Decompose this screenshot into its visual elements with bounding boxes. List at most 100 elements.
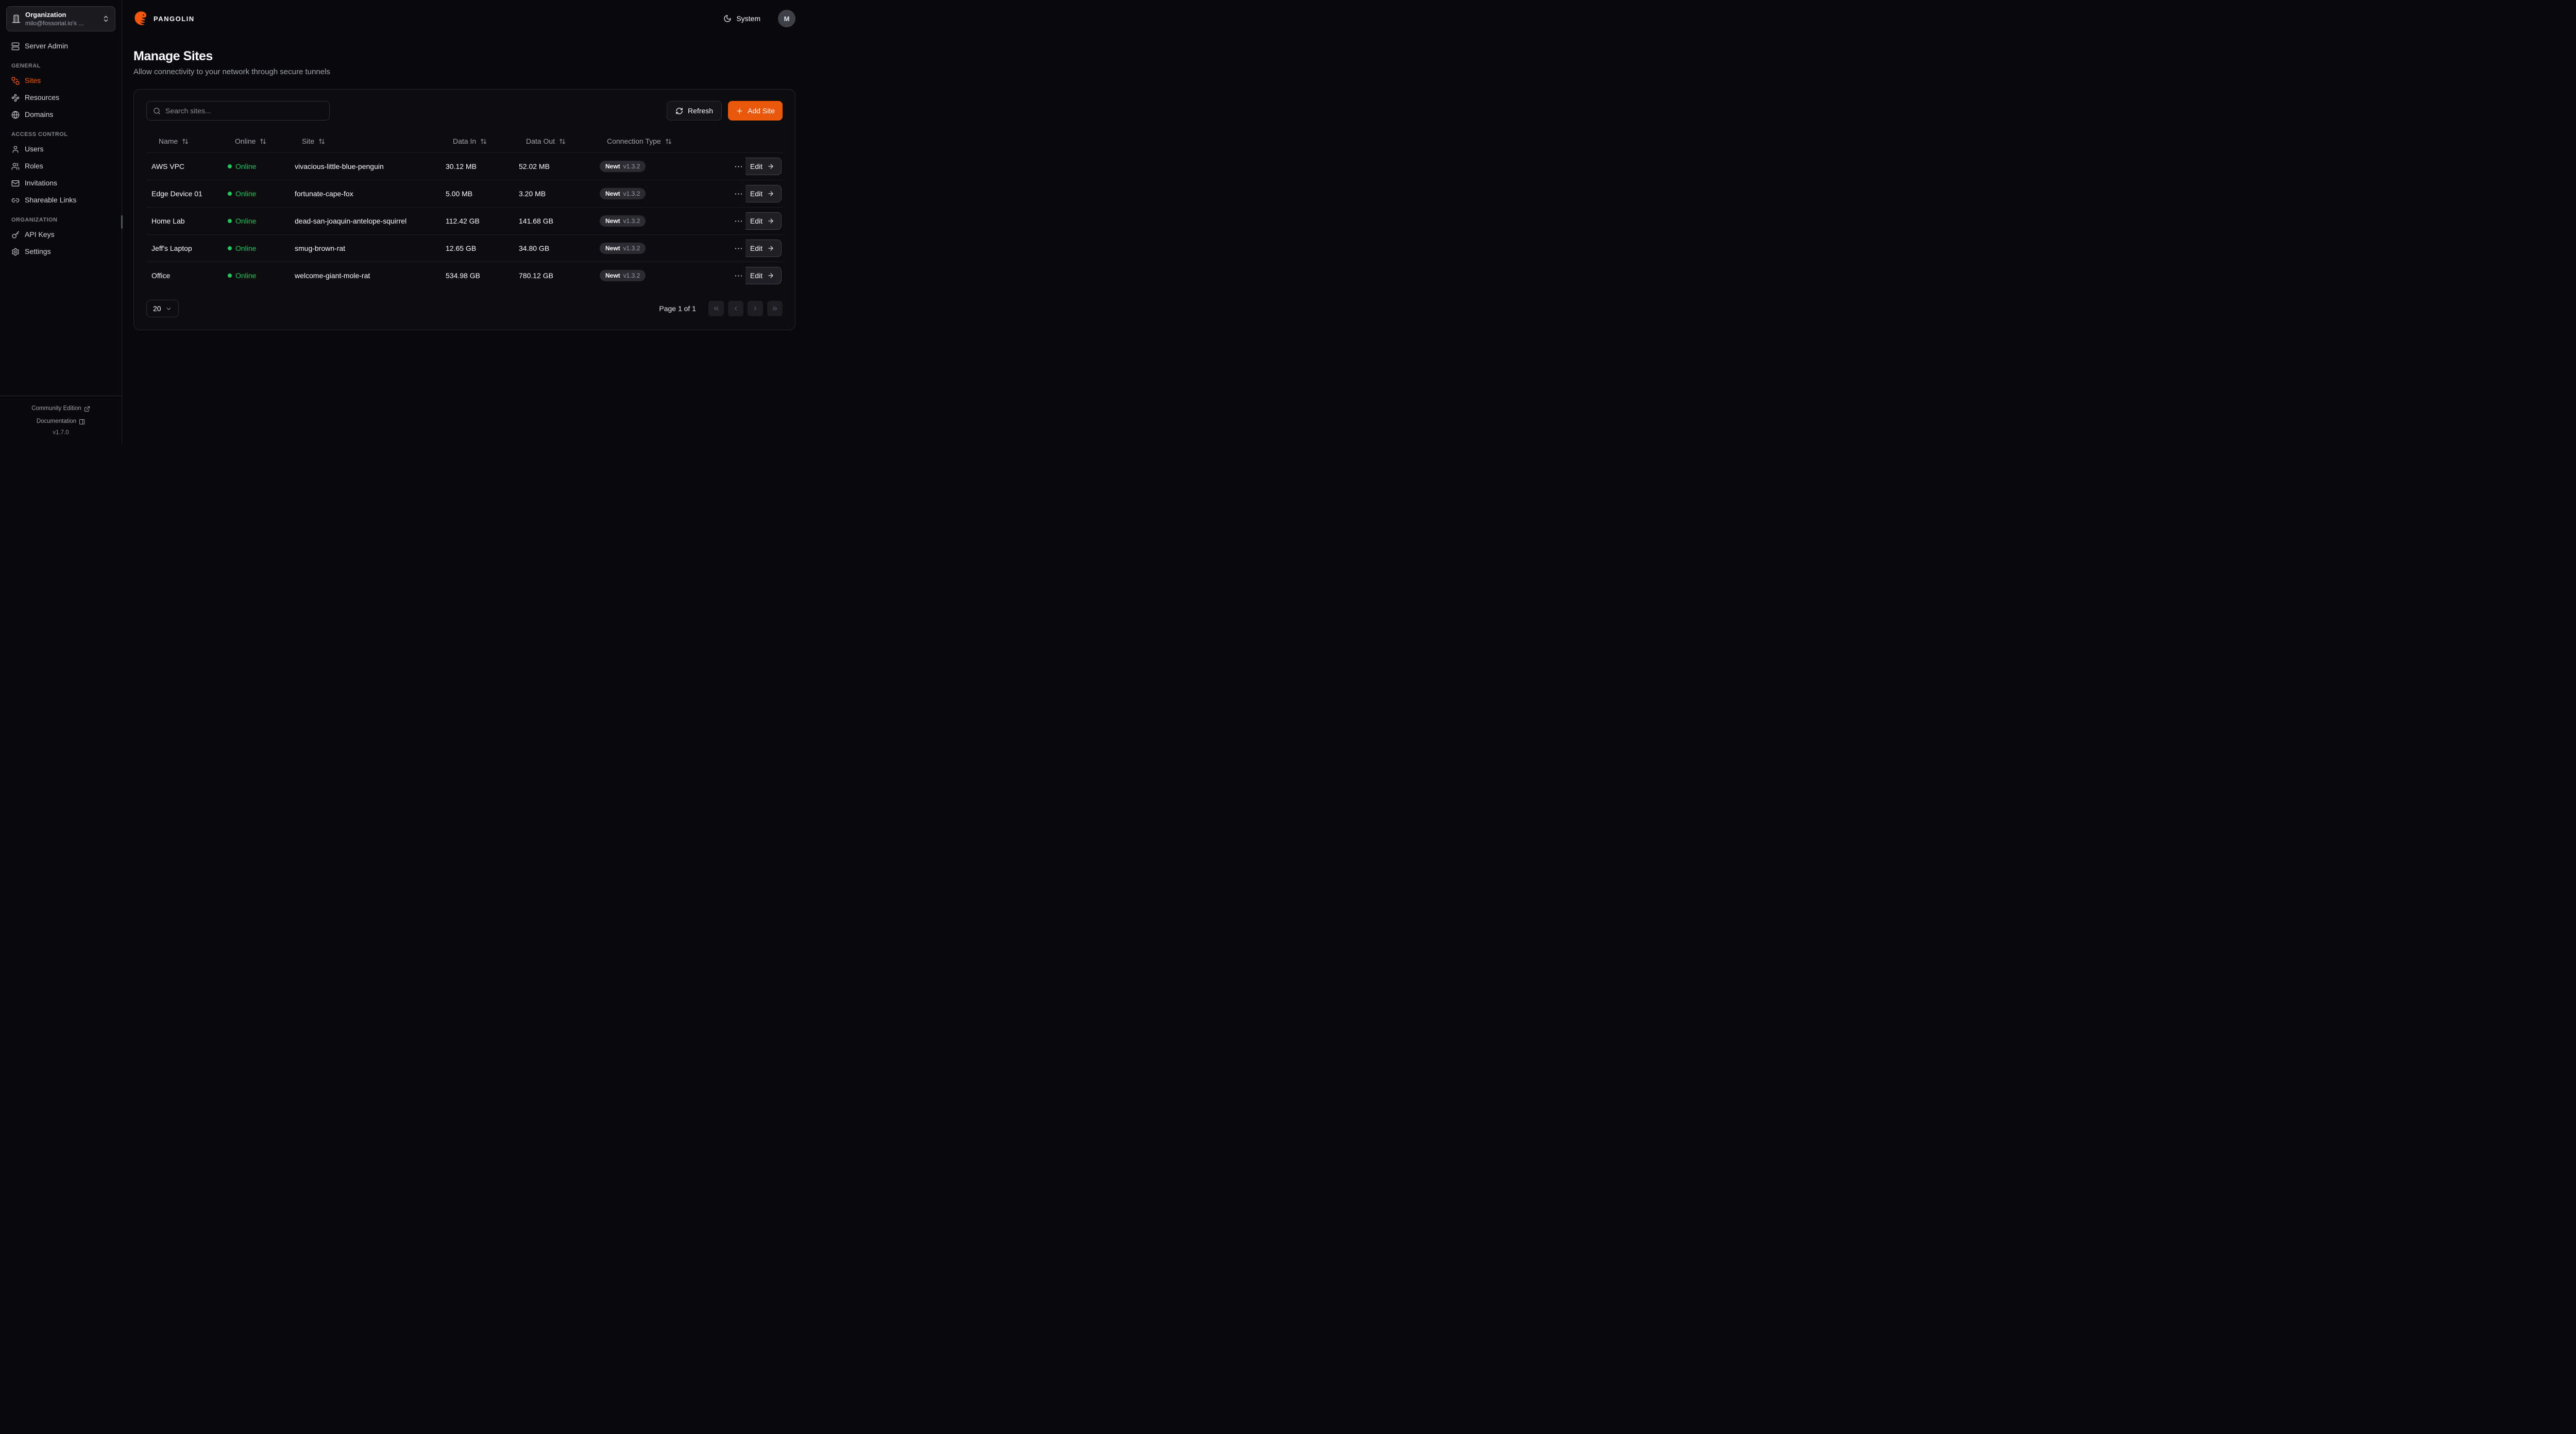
data-in-value: 12.65 GB <box>446 244 477 252</box>
theme-toggle-button[interactable]: System <box>719 11 765 26</box>
site-slug: fortunate-cape-fox <box>295 190 353 198</box>
site-name: AWS VPC <box>151 162 185 170</box>
edit-button[interactable]: Edit <box>745 212 782 230</box>
edit-button[interactable]: Edit <box>745 267 782 284</box>
table-row: Office Online welcome-giant-mole-rat 534… <box>146 262 783 289</box>
site-name: Home Lab <box>151 217 185 225</box>
column-header-data-out[interactable]: Data Out <box>514 137 595 145</box>
column-header-name[interactable]: Name <box>146 137 223 145</box>
arrow-right-icon <box>767 272 774 279</box>
sidebar-item-label: Server Admin <box>25 42 69 50</box>
add-site-button[interactable]: Add Site <box>728 101 783 121</box>
online-dot-icon <box>228 164 232 168</box>
connection-type-cell: Newt v1.3.2 <box>595 270 725 281</box>
search-input[interactable] <box>165 107 323 115</box>
avatar[interactable]: M <box>778 10 795 27</box>
connection-badge: Newt v1.3.2 <box>600 243 646 254</box>
first-page-button[interactable] <box>708 301 724 316</box>
sidebar-item-users[interactable]: Users <box>6 141 115 158</box>
online-label: Online <box>235 162 257 170</box>
org-title: Organization <box>25 11 66 19</box>
column-label: Site <box>302 137 315 145</box>
search-box <box>146 101 330 121</box>
connection-type-cell: Newt v1.3.2 <box>595 161 725 172</box>
user-icon <box>11 145 20 153</box>
next-page-button[interactable] <box>748 301 763 316</box>
sidebar-item-server-admin[interactable]: Server Admin <box>6 38 115 55</box>
column-header-site[interactable]: Site <box>290 137 440 145</box>
page-size-select[interactable]: 20 <box>146 300 179 317</box>
row-menu-button[interactable]: ⋯ <box>730 270 745 281</box>
sidebar-item-resources[interactable]: Resources <box>6 89 115 106</box>
last-page-button[interactable] <box>767 301 783 316</box>
sidebar-item-invitations[interactable]: Invitations <box>6 175 115 192</box>
sidebar-item-settings[interactable]: Settings <box>6 243 115 260</box>
waypoints-icon <box>11 94 20 102</box>
sidebar-item-roles[interactable]: Roles <box>6 158 115 175</box>
sidebar-item-api-keys[interactable]: API Keys <box>6 226 115 243</box>
page-subtitle: Allow connectivity to your network throu… <box>133 67 330 76</box>
section-heading-access-control: ACCESS CONTROL <box>11 131 68 138</box>
column-header-data-in[interactable]: Data In <box>440 137 514 145</box>
sites-table: Name Online Site Data In Data Out Connec… <box>146 130 783 289</box>
online-status: Online <box>223 217 290 225</box>
moon-icon <box>723 14 732 23</box>
edit-label: Edit <box>750 244 762 252</box>
online-dot-icon <box>228 192 232 196</box>
refresh-button[interactable]: Refresh <box>667 101 722 121</box>
arrow-right-icon <box>767 190 774 197</box>
docs-icon <box>79 419 85 425</box>
org-selector[interactable]: Organization milo@fossorial.io's ... <box>6 6 115 31</box>
brand: PANGOLIN <box>133 11 195 26</box>
page-content: Manage Sites Allow connectivity to your … <box>122 37 808 330</box>
toolbar: Refresh Add Site <box>146 101 783 121</box>
sidebar-item-label: Users <box>25 145 44 153</box>
connection-badge: Newt v1.3.2 <box>600 188 646 199</box>
documentation-link[interactable]: Documentation <box>37 417 85 426</box>
connection-version: v1.3.2 <box>623 217 640 225</box>
row-menu-button[interactable]: ⋯ <box>730 216 745 227</box>
row-menu-button[interactable]: ⋯ <box>730 189 745 199</box>
section-heading-general: GENERAL <box>11 63 41 69</box>
column-header-connection-type[interactable]: Connection Type <box>595 137 725 145</box>
data-out-value: 34.80 GB <box>519 244 550 252</box>
data-in-value: 534.98 GB <box>446 271 480 280</box>
sidebar-nav: Server Admin GENERAL Sites Resources Dom… <box>0 35 122 260</box>
sidebar-item-label: Settings <box>25 247 51 255</box>
online-label: Online <box>235 271 257 280</box>
globe-icon <box>11 111 20 119</box>
sort-icon <box>559 138 566 145</box>
column-header-online[interactable]: Online <box>223 137 290 145</box>
sidebar-item-domains[interactable]: Domains <box>6 106 115 123</box>
row-menu-button[interactable]: ⋯ <box>730 161 745 172</box>
data-in-value: 5.00 MB <box>446 190 473 198</box>
row-menu-button[interactable]: ⋯ <box>730 243 745 254</box>
sidebar-item-shareable-links[interactable]: Shareable Links <box>6 192 115 209</box>
sidebar-item-label: Resources <box>25 93 59 101</box>
page-info: Page 1 of 1 <box>659 304 696 313</box>
theme-label: System <box>736 14 760 23</box>
link-icon <box>11 196 20 204</box>
edit-button[interactable]: Edit <box>745 240 782 257</box>
connection-badge: Newt v1.3.2 <box>600 161 646 172</box>
sidebar-item-label: Invitations <box>25 179 58 187</box>
edit-button[interactable]: Edit <box>745 185 782 202</box>
connection-name: Newt <box>605 190 620 197</box>
connection-type-cell: Newt v1.3.2 <box>595 243 725 254</box>
community-edition-link[interactable]: Community Edition <box>31 404 90 414</box>
sidebar-item-sites[interactable]: Sites <box>6 72 115 89</box>
connection-name: Newt <box>605 272 620 279</box>
sort-icon <box>665 138 672 145</box>
connection-type-cell: Newt v1.3.2 <box>595 215 725 227</box>
app-version: v1.7.0 <box>53 430 69 436</box>
sidebar-item-label: API Keys <box>25 230 55 238</box>
sidebar-resize-handle[interactable] <box>121 215 123 229</box>
column-label: Connection Type <box>607 137 661 145</box>
chevron-right-icon <box>752 305 759 312</box>
edit-label: Edit <box>750 217 762 225</box>
edit-button[interactable]: Edit <box>745 158 782 175</box>
site-slug: welcome-giant-mole-rat <box>295 271 370 280</box>
chevrons-right-icon <box>771 305 778 312</box>
prev-page-button[interactable] <box>728 301 743 316</box>
community-edition-label: Community Edition <box>31 405 81 412</box>
